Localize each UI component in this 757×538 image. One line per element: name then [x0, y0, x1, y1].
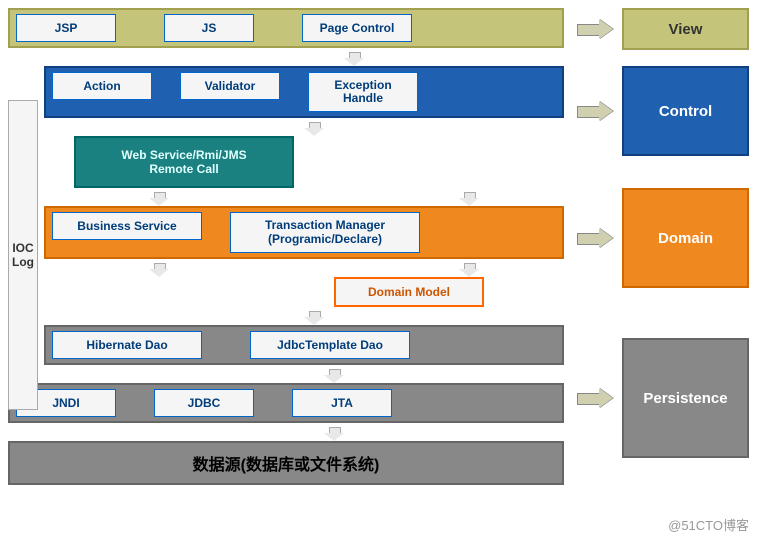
arrow-down-icon: [149, 192, 169, 206]
watermark: @51CTO博客: [668, 515, 749, 534]
box-transaction-mgr: Transaction Manager (Programic/Declare): [230, 212, 420, 252]
dao-layer: Hibernate Dao JdbcTemplate Dao: [44, 325, 564, 365]
remote-call-label: Web Service/Rmi/JMS Remote Call: [86, 148, 282, 176]
control-layer: Action Validator Exception Handle: [44, 66, 564, 118]
ioc-log-sidebar: IOC Log: [8, 100, 38, 410]
arrow-down-icon: [459, 263, 479, 277]
box-domain-model: Domain Model: [334, 277, 484, 307]
box-page-control: Page Control: [302, 14, 412, 42]
arrow-down-icon: [304, 311, 324, 325]
diagram-main: JSP JS Page Control Action Validator Exc…: [0, 0, 757, 538]
category-control: Control: [622, 66, 749, 156]
arrow-down-icon: [344, 52, 364, 66]
box-hibernate-dao: Hibernate Dao: [52, 331, 202, 359]
box-jsp: JSP: [16, 14, 116, 42]
box-business-service: Business Service: [52, 212, 202, 240]
layers-column: JSP JS Page Control Action Validator Exc…: [0, 0, 572, 538]
sidebar-label: IOC Log: [12, 241, 34, 269]
box-jta: JTA: [292, 389, 392, 417]
datasource-layer: 数据源(数据库或文件系统): [8, 441, 564, 485]
arrow-right-icon: [572, 228, 622, 248]
arrow-down-icon: [459, 192, 479, 206]
categories-column: View Control Domain Persistence: [572, 0, 757, 538]
box-action: Action: [52, 72, 152, 100]
box-jdbc: JDBC: [154, 389, 254, 417]
box-jdbc-template: JdbcTemplate Dao: [250, 331, 410, 359]
category-view: View: [622, 8, 749, 50]
domain-layer: Business Service Transaction Manager (Pr…: [44, 206, 564, 258]
box-js: JS: [164, 14, 254, 42]
arrow-down-icon: [149, 263, 169, 277]
tech-layer: JNDI JDBC JTA: [8, 383, 564, 423]
datasource-label: 数据源(数据库或文件系统): [193, 451, 380, 475]
remote-call-box: Web Service/Rmi/JMS Remote Call: [74, 136, 294, 188]
arrow-down-icon: [324, 427, 344, 441]
category-domain: Domain: [622, 188, 749, 288]
arrow-right-icon: [572, 388, 622, 408]
box-validator: Validator: [180, 72, 280, 100]
box-exception: Exception Handle: [308, 72, 418, 112]
arrow-right-icon: [572, 19, 622, 39]
arrow-right-icon: [572, 101, 622, 121]
arrow-down-icon: [324, 369, 344, 383]
view-layer: JSP JS Page Control: [8, 8, 564, 48]
arrow-down-icon: [304, 122, 324, 136]
category-persistence: Persistence: [622, 338, 749, 458]
